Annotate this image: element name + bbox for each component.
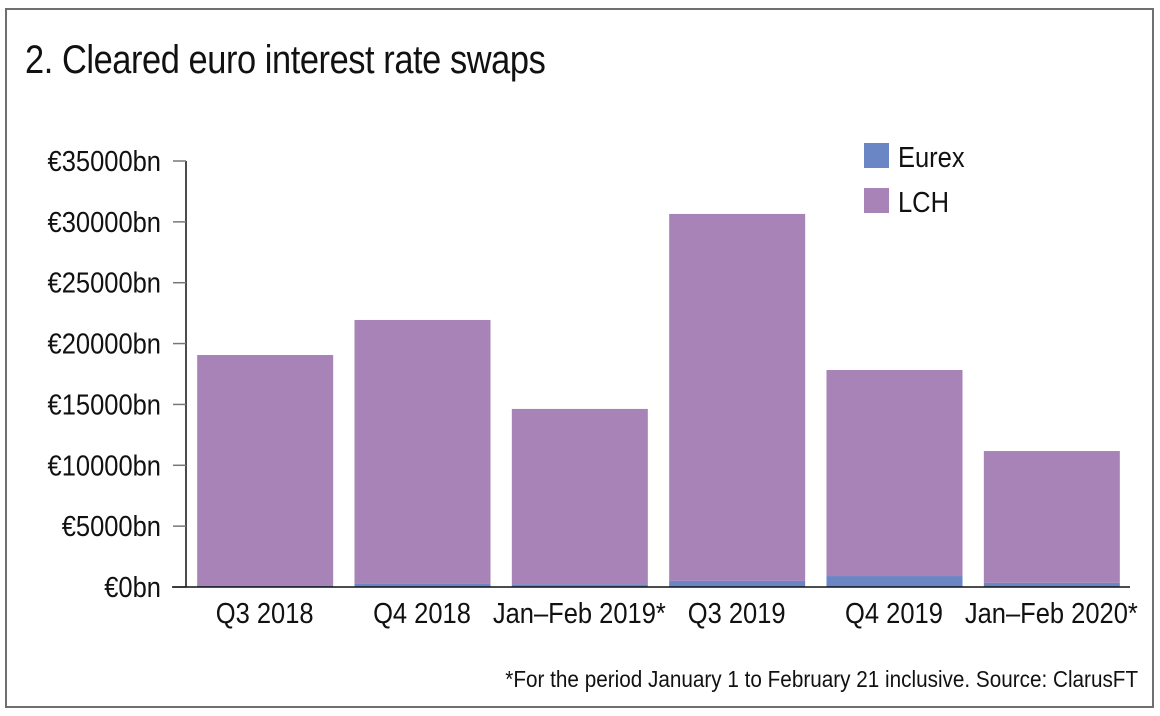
bar-eurex: [511, 584, 648, 587]
legend-swatch-eurex: [864, 143, 889, 168]
bar-lch: [354, 319, 491, 584]
bar-lch: [511, 408, 648, 585]
y-tick-label: €5000bn: [62, 510, 161, 543]
bar-eurex: [669, 580, 806, 587]
y-tick-label: €25000bn: [48, 266, 161, 299]
x-tick-label: Q3 2018: [216, 596, 314, 629]
x-tick-label: Q4 2019: [845, 596, 943, 629]
chart-footnote: *For the period January 1 to February 21…: [505, 666, 1138, 692]
x-tick-label: Q3 2019: [688, 596, 786, 629]
y-tick-label: €30000bn: [48, 205, 161, 238]
bar-lch: [197, 355, 334, 586]
chart-title: 2. Cleared euro interest rate swaps: [25, 38, 546, 82]
bar-lch: [826, 369, 963, 577]
bars-group: [197, 213, 1120, 587]
y-tick-label: €15000bn: [48, 388, 161, 421]
x-tick-label: Jan–Feb 2019*: [493, 596, 666, 629]
chart-frame: [5, 8, 1154, 708]
legend-label-lch: LCH: [898, 185, 949, 218]
legend: Eurex LCH: [864, 140, 965, 218]
y-tick-label: €0bn: [104, 570, 161, 603]
x-tick-label: Q4 2018: [373, 596, 471, 629]
bar-eurex: [826, 576, 963, 587]
bar-eurex: [197, 585, 334, 587]
bar-eurex: [983, 582, 1120, 587]
bar-lch: [669, 213, 806, 581]
y-tick-label: €35000bn: [48, 144, 161, 177]
bar-lch: [983, 451, 1120, 583]
x-axis: Q3 2018 Q4 2018 Jan–Feb 2019* Q3 2019 Q4 201…: [172, 586, 1138, 629]
y-axis: €0bn €5000bn €10000bn €15000bn €20000bn €2500…: [48, 144, 187, 603]
y-tick-label: €20000bn: [48, 327, 161, 360]
legend-swatch-lch: [864, 188, 889, 213]
bar-eurex: [354, 583, 491, 587]
legend-label-eurex: Eurex: [898, 140, 965, 173]
y-tick-label: €10000bn: [48, 449, 161, 482]
x-tick-label: Jan–Feb 2020*: [965, 596, 1138, 629]
